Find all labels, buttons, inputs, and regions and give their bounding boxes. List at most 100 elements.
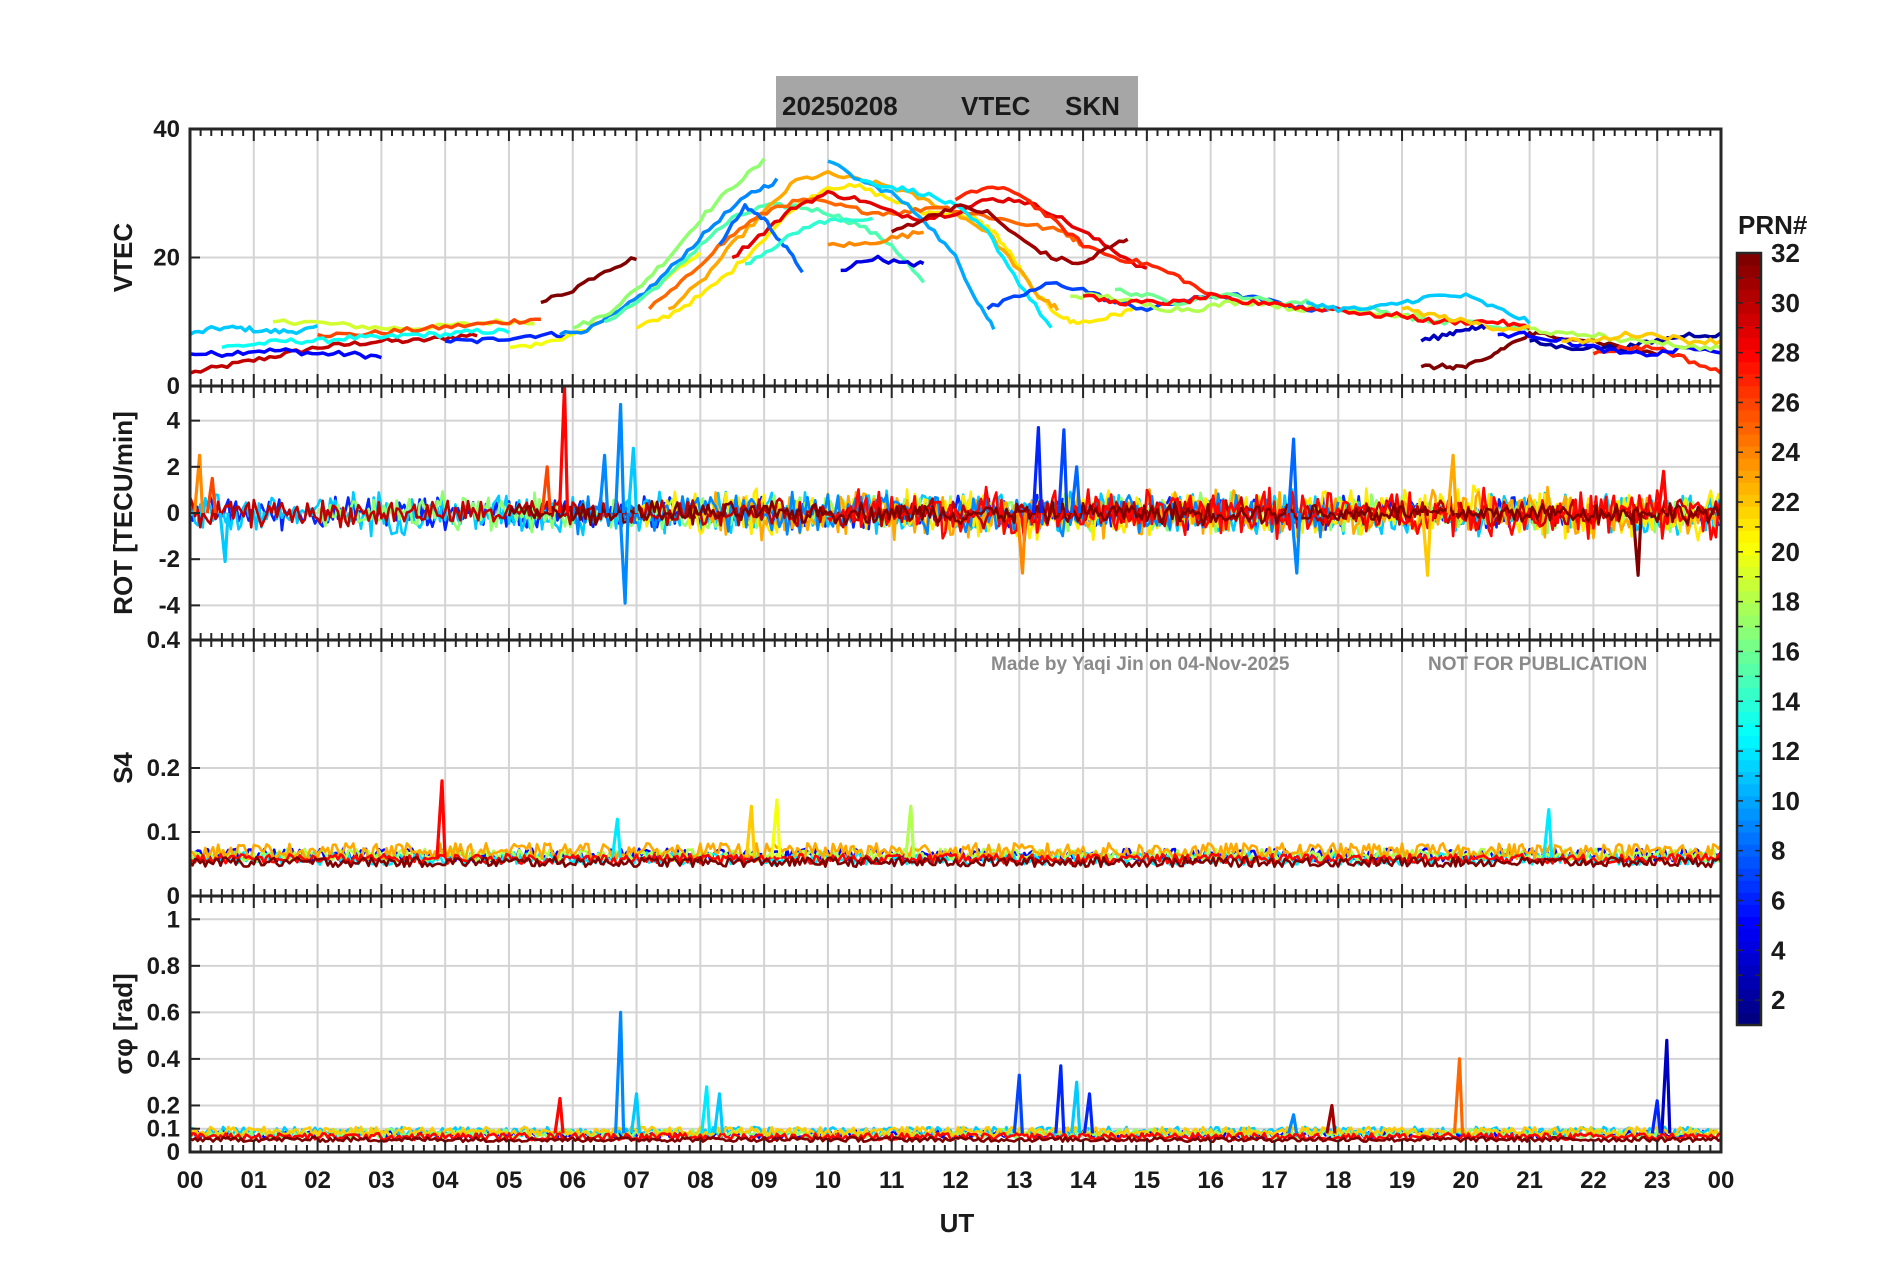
x-tick-label: 13 — [1006, 1167, 1033, 1194]
rot-spike-prn-9 — [1290, 512, 1302, 575]
y-tick-label: 0.8 — [147, 953, 180, 980]
vtec-series-prn-15 — [603, 201, 925, 324]
colorbar-swatch — [1737, 699, 1761, 712]
rot-spike-prn-9 — [598, 453, 610, 514]
colorbar-swatch — [1737, 433, 1761, 447]
colorbar-tick-label: 26 — [1771, 387, 1800, 417]
colorbar-swatch — [1737, 940, 1761, 954]
sigma_phi-spike-prn-12 — [700, 1085, 712, 1134]
colorbar-tick-label: 8 — [1771, 836, 1785, 866]
colorbar-swatch — [1737, 651, 1761, 664]
y-tick-label: 40 — [153, 116, 180, 143]
vtec-series-prn-25 — [647, 196, 1084, 311]
title-box — [776, 76, 1138, 128]
colorbar-swatch — [1737, 590, 1761, 604]
sigma_phi-spike-prn-6 — [1082, 1092, 1095, 1134]
colorbar-swatch — [1737, 988, 1761, 1002]
s4-spike-prn-18 — [904, 804, 916, 858]
rot-spike-prn-6 — [1031, 426, 1043, 514]
y-tick-label: 0 — [167, 373, 180, 400]
colorbar-swatch — [1737, 675, 1761, 688]
colorbar-swatch — [1737, 421, 1761, 435]
s4-spike-prn-12 — [1542, 808, 1554, 858]
colorbar-swatch — [1737, 795, 1761, 809]
colorbar-swatch — [1737, 868, 1761, 881]
y-tick-label: 0.4 — [147, 627, 181, 654]
rot-spike-prn-11 — [626, 446, 638, 514]
colorbar-swatch — [1737, 325, 1761, 339]
colorbar-swatch — [1737, 759, 1761, 773]
x-tick-label: 05 — [496, 1167, 523, 1194]
y-axis-label-sigma_phi: σφ [rad] — [108, 973, 138, 1074]
colorbar-swatch — [1737, 807, 1761, 821]
vtec-series-prn-31 — [890, 203, 1129, 266]
vtec-series-prn-18 — [1529, 326, 1721, 352]
colorbar-swatch — [1737, 458, 1761, 471]
y-tick-label: 4 — [167, 408, 181, 435]
colorbar-swatch — [1737, 928, 1761, 942]
colorbar-tick-label: 4 — [1771, 935, 1786, 965]
rot-spike-prn-9 — [618, 512, 630, 605]
x-tick-label: 19 — [1389, 1167, 1416, 1194]
colorbar-swatch — [1737, 711, 1761, 725]
colorbar-tick-label: 12 — [1771, 736, 1800, 766]
rot-spike-prn-22 — [1421, 512, 1433, 577]
x-tick-label: 00 — [177, 1167, 204, 1194]
vtec-series-prn-5 — [190, 347, 382, 360]
x-tick-label: 18 — [1325, 1167, 1352, 1194]
x-tick-label: 20 — [1452, 1167, 1479, 1194]
rot-spike-prn-26 — [205, 476, 217, 514]
vtec-series-prn-26 — [317, 317, 541, 339]
rot-spike-prn-26 — [540, 465, 552, 514]
colorbar-swatch — [1737, 578, 1761, 592]
series-group — [190, 157, 1721, 375]
s4-spike-prn-20 — [770, 798, 782, 858]
panel-sigma_phi: 00.10.2 0.4 0.6 0.8 1 σφ [rad] — [108, 894, 1723, 1166]
colorbar-swatch — [1737, 385, 1761, 399]
rot-spike-prn-7 — [1057, 428, 1069, 514]
panel-s4: 0 0.1 0.2 0.4 S4 — [108, 627, 1723, 910]
colorbar-swatch — [1737, 1000, 1761, 1014]
title-quantity: VTEC — [961, 91, 1031, 121]
panel-vtec: 0 20 40 VTEC — [108, 116, 1723, 400]
s4-spike-prn-22 — [744, 804, 756, 858]
vtec-series-prn-11 — [1306, 292, 1531, 325]
y-tick-label: 0.2 — [147, 755, 180, 782]
sigma_phi-spike-prn-6 — [1054, 1064, 1066, 1134]
colorbar-swatch — [1737, 687, 1761, 700]
sigma_phi-spike-prn-11 — [712, 1092, 725, 1134]
vtec-series-prn-22 — [1561, 330, 1721, 346]
y-tick-label: -2 — [159, 546, 180, 573]
colorbar-swatch — [1737, 747, 1761, 761]
vtec-series-prn-3 — [1420, 324, 1487, 343]
vtec-series-prn-8 — [718, 203, 804, 274]
x-tick-label: 01 — [240, 1167, 267, 1194]
colorbar-swatch — [1737, 470, 1761, 483]
colorbar-swatch — [1737, 602, 1761, 616]
vtec-series-prn-24 — [827, 230, 924, 249]
colorbar-tick-label: 20 — [1771, 537, 1800, 567]
colorbar-swatch — [1737, 832, 1761, 845]
title-date: 20250208 — [782, 91, 898, 121]
x-tick-label: 15 — [1134, 1167, 1161, 1194]
colorbar-swatch — [1737, 952, 1761, 966]
s4-spike-prn-28 — [435, 779, 447, 858]
watermark-notice: NOT FOR PUBLICATION — [1428, 654, 1647, 675]
colorbar-swatch — [1737, 301, 1761, 314]
y-axis-label-rot: ROT [TECU/min] — [108, 411, 138, 615]
x-tick-label: 23 — [1644, 1167, 1671, 1194]
y-tick-label: 0.1 — [147, 819, 180, 846]
colorbar-tick-label: 32 — [1771, 238, 1800, 268]
colorbar-swatch — [1737, 976, 1761, 990]
colorbar-swatch — [1737, 783, 1761, 797]
vtec-series-prn-27 — [954, 185, 1211, 296]
x-tick-label: 04 — [432, 1167, 459, 1194]
x-tick-label: 17 — [1261, 1167, 1288, 1194]
colorbar-tick-label: 18 — [1771, 587, 1800, 617]
x-tick-label: 02 — [304, 1167, 331, 1194]
colorbar-swatch — [1737, 856, 1761, 869]
x-tick-label: 14 — [1070, 1167, 1097, 1194]
colorbar-swatch — [1737, 964, 1761, 978]
x-tick-label: 03 — [368, 1167, 395, 1194]
